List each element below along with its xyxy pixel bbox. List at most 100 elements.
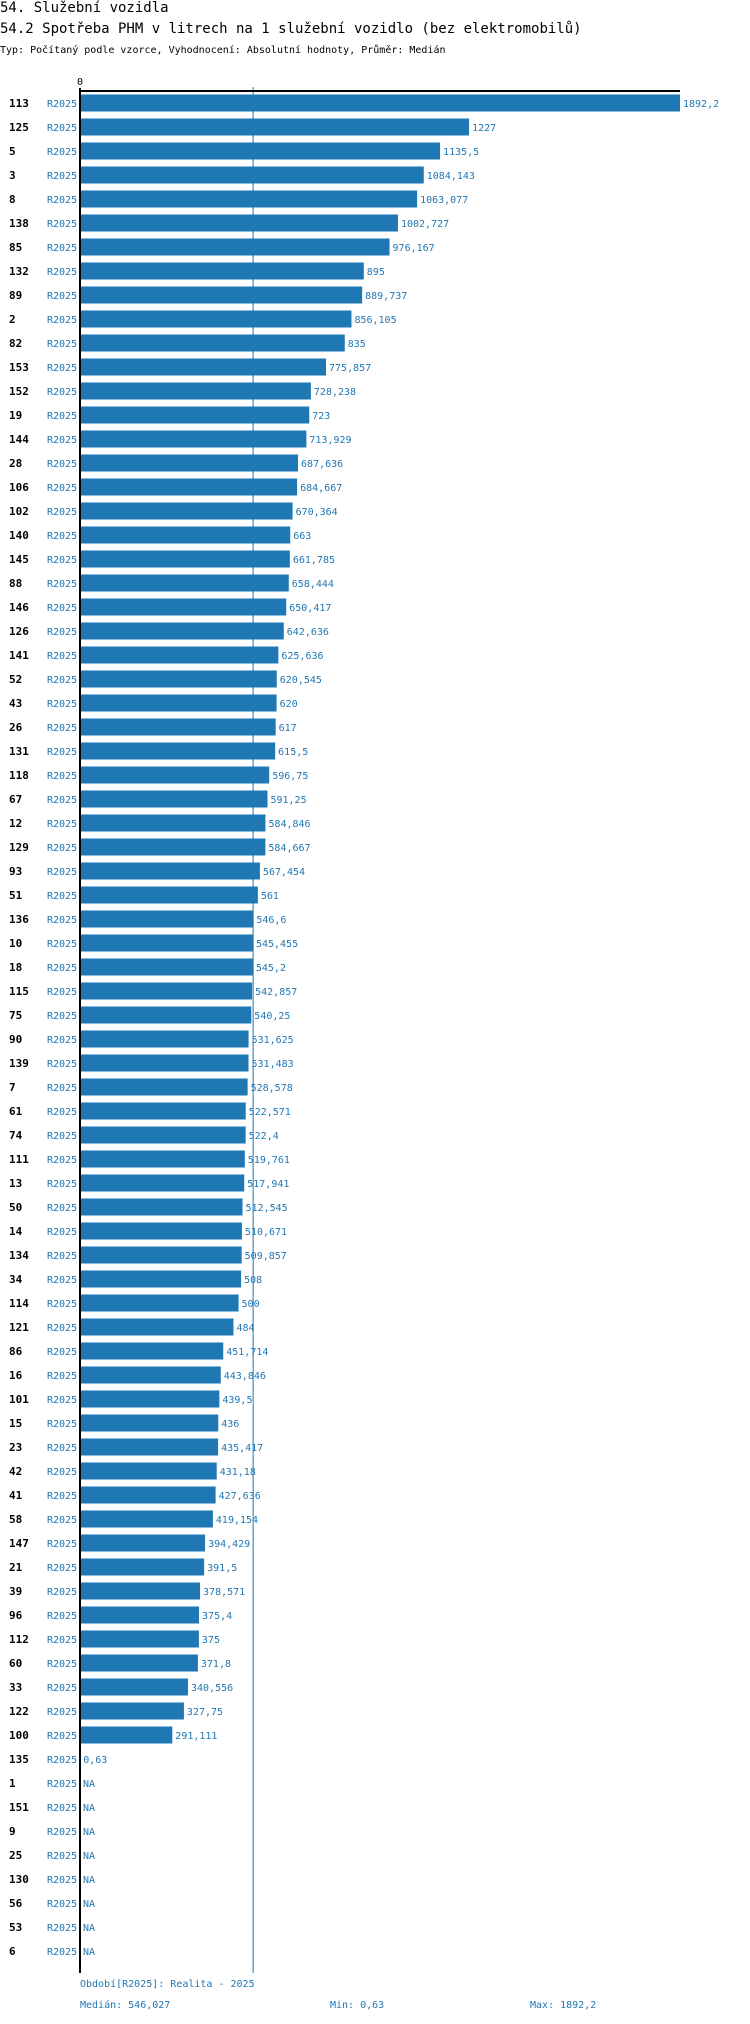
series-label: R2025 bbox=[47, 1947, 77, 1958]
data-label: 976,167 bbox=[393, 243, 435, 254]
series-label: R2025 bbox=[47, 1395, 77, 1406]
category-label: 28 bbox=[9, 457, 22, 470]
category-label: 1 bbox=[9, 1777, 16, 1790]
bar bbox=[80, 214, 398, 232]
series-label: R2025 bbox=[47, 1827, 77, 1838]
data-label: 509,857 bbox=[245, 1251, 287, 1262]
category-label: 85 bbox=[9, 241, 22, 254]
series-label: R2025 bbox=[47, 627, 77, 638]
series-label: R2025 bbox=[47, 819, 77, 830]
series-label: R2025 bbox=[47, 1683, 77, 1694]
category-label: 122 bbox=[9, 1705, 29, 1718]
bar bbox=[80, 1654, 198, 1672]
series-label: R2025 bbox=[47, 699, 77, 710]
data-label: 687,636 bbox=[301, 459, 343, 470]
category-label: 18 bbox=[9, 961, 22, 974]
bar bbox=[80, 1318, 234, 1336]
bar bbox=[80, 1246, 242, 1264]
data-label: 522,571 bbox=[249, 1107, 291, 1118]
category-label: 75 bbox=[9, 1009, 22, 1022]
category-label: 132 bbox=[9, 265, 29, 278]
series-label: R2025 bbox=[47, 1635, 77, 1646]
bar bbox=[80, 1486, 216, 1504]
series-label: R2025 bbox=[47, 1011, 77, 1022]
data-label: 661,785 bbox=[293, 555, 335, 566]
series-label: R2025 bbox=[47, 1803, 77, 1814]
series-label: R2025 bbox=[47, 1131, 77, 1142]
series-label: R2025 bbox=[47, 411, 77, 422]
series-label: R2025 bbox=[47, 1251, 77, 1262]
category-label: 82 bbox=[9, 337, 22, 350]
data-label: 1227 bbox=[472, 123, 496, 134]
bar bbox=[80, 1438, 219, 1456]
data-label: 531,483 bbox=[252, 1059, 294, 1070]
data-label: 650,417 bbox=[289, 603, 331, 614]
series-label: R2025 bbox=[47, 1851, 77, 1862]
series-label: R2025 bbox=[47, 651, 77, 662]
series-label: R2025 bbox=[47, 1515, 77, 1526]
data-label: 775,857 bbox=[329, 363, 371, 374]
data-label: 528,578 bbox=[251, 1083, 293, 1094]
series-label: R2025 bbox=[47, 1587, 77, 1598]
bar bbox=[80, 1342, 224, 1360]
series-label: R2025 bbox=[47, 1467, 77, 1478]
category-label: 67 bbox=[9, 793, 22, 806]
bar bbox=[80, 910, 254, 928]
series-label: R2025 bbox=[47, 339, 77, 350]
category-label: 141 bbox=[9, 649, 29, 662]
bar bbox=[80, 1390, 220, 1408]
bar bbox=[80, 1174, 245, 1192]
series-label: R2025 bbox=[47, 963, 77, 974]
data-label: 531,625 bbox=[252, 1035, 294, 1046]
category-label: 93 bbox=[9, 865, 22, 878]
category-label: 135 bbox=[9, 1753, 29, 1766]
bar bbox=[80, 190, 418, 208]
series-label: R2025 bbox=[47, 531, 77, 542]
data-label: 615,5 bbox=[278, 747, 308, 758]
bar bbox=[80, 694, 277, 712]
category-label: 101 bbox=[9, 1393, 29, 1406]
series-label: R2025 bbox=[47, 195, 77, 206]
category-label: 153 bbox=[9, 361, 29, 374]
bar bbox=[80, 166, 424, 184]
bar bbox=[80, 766, 270, 784]
category-label: 146 bbox=[9, 601, 29, 614]
bar bbox=[80, 742, 276, 760]
category-label: 152 bbox=[9, 385, 29, 398]
series-label: R2025 bbox=[47, 1203, 77, 1214]
category-label: 15 bbox=[9, 1417, 22, 1430]
series-label: R2025 bbox=[47, 1323, 77, 1334]
category-label: 138 bbox=[9, 217, 29, 230]
bar bbox=[80, 550, 290, 568]
series-label: R2025 bbox=[47, 1155, 77, 1166]
series-label: R2025 bbox=[47, 1035, 77, 1046]
data-label: NA bbox=[83, 1803, 95, 1814]
category-label: 112 bbox=[9, 1633, 29, 1646]
footer-max: Max: 1892,2 bbox=[530, 2000, 597, 2011]
data-label: 625,636 bbox=[281, 651, 323, 662]
data-label: 484 bbox=[236, 1323, 254, 1334]
series-label: R2025 bbox=[47, 1227, 77, 1238]
data-label: 542,857 bbox=[255, 987, 297, 998]
category-label: 147 bbox=[9, 1537, 29, 1550]
series-label: R2025 bbox=[47, 1755, 77, 1766]
category-label: 113 bbox=[9, 97, 29, 110]
series-label: R2025 bbox=[47, 1443, 77, 1454]
series-label: R2025 bbox=[47, 747, 77, 758]
data-label: NA bbox=[83, 1875, 95, 1886]
data-label: 500 bbox=[242, 1299, 260, 1310]
data-label: 371,8 bbox=[201, 1659, 231, 1670]
category-label: 14 bbox=[9, 1225, 23, 1238]
series-label: R2025 bbox=[47, 123, 77, 134]
data-label: 0,63 bbox=[83, 1755, 107, 1766]
data-label: 439,5 bbox=[222, 1395, 252, 1406]
category-label: 131 bbox=[9, 745, 29, 758]
series-label: R2025 bbox=[47, 435, 77, 446]
data-label: 546,6 bbox=[256, 915, 286, 926]
category-label: 33 bbox=[9, 1681, 22, 1694]
category-label: 61 bbox=[9, 1105, 23, 1118]
data-label: 658,444 bbox=[292, 579, 334, 590]
footer-median: Medián: 546,027 bbox=[80, 2000, 171, 2011]
category-label: 129 bbox=[9, 841, 29, 854]
series-label: R2025 bbox=[47, 459, 77, 470]
